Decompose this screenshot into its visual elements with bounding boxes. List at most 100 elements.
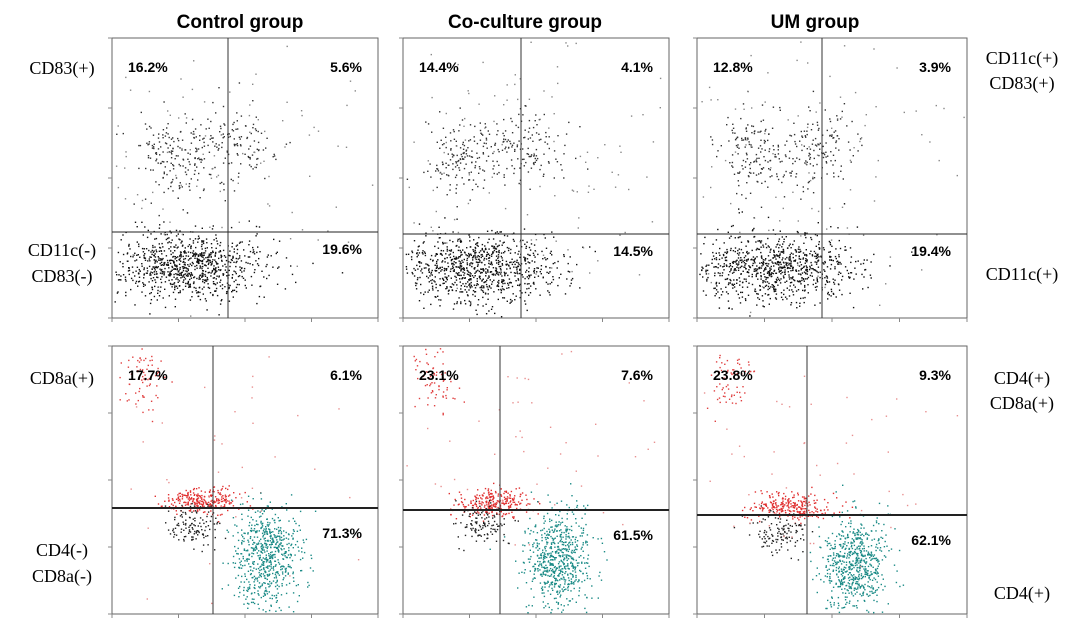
event-dot	[269, 522, 270, 523]
event-dot	[784, 174, 785, 175]
event-dot	[631, 115, 632, 116]
event-dot	[458, 266, 459, 267]
event-dot	[460, 159, 461, 160]
event-dot	[151, 401, 152, 402]
event-dot	[171, 139, 172, 140]
event-dot	[261, 498, 262, 499]
event-dot	[719, 283, 720, 284]
event-dot	[258, 555, 259, 556]
event-dot	[776, 279, 777, 280]
event-dot	[756, 276, 757, 277]
event-dot	[137, 226, 138, 227]
event-dot	[441, 250, 442, 251]
event-dot	[237, 284, 238, 285]
event-dot	[252, 577, 253, 578]
event-dot	[150, 158, 151, 159]
event-dot	[463, 142, 464, 143]
event-dot	[191, 132, 192, 133]
event-dot	[476, 285, 477, 286]
event-dot	[718, 252, 719, 253]
event-dot	[799, 256, 800, 257]
event-dot	[835, 160, 836, 161]
event-dot	[194, 174, 195, 175]
event-dot	[203, 167, 204, 168]
event-dot	[779, 107, 780, 108]
event-dot	[461, 156, 462, 157]
event-dot	[184, 536, 185, 537]
event-dot	[767, 72, 768, 73]
event-dot	[825, 142, 826, 143]
event-dot	[275, 537, 276, 538]
event-dot	[177, 274, 178, 275]
event-dot	[830, 295, 831, 296]
event-dot	[733, 128, 734, 129]
event-dot	[139, 388, 140, 389]
event-dot	[303, 539, 304, 540]
event-dot	[212, 259, 213, 260]
event-dot	[434, 246, 435, 247]
event-dot	[446, 113, 447, 114]
event-dot	[266, 559, 267, 560]
event-dot	[175, 269, 176, 270]
event-dot	[773, 273, 774, 274]
event-dot	[443, 243, 444, 244]
event-dot	[440, 178, 441, 179]
event-dot	[239, 558, 240, 559]
event-dot	[182, 496, 183, 497]
event-dot	[497, 173, 498, 174]
event-dot	[192, 291, 193, 292]
event-dot	[265, 601, 266, 602]
event-dot	[166, 174, 167, 175]
event-dot	[266, 528, 267, 529]
event-dot	[435, 270, 436, 271]
event-dot	[728, 274, 729, 275]
event-dot	[231, 500, 232, 501]
event-dot	[183, 502, 184, 503]
event-dot	[212, 270, 213, 271]
event-dot	[259, 587, 260, 588]
event-dot	[516, 267, 517, 268]
event-dot	[307, 582, 308, 583]
event-dot	[504, 184, 505, 185]
event-dot	[188, 533, 189, 534]
event-dot	[546, 272, 547, 273]
event-dot	[249, 586, 250, 587]
event-dot	[529, 99, 530, 100]
event-dot	[274, 561, 275, 562]
event-dot	[842, 111, 843, 112]
event-dot	[546, 248, 547, 249]
event-dot	[265, 578, 266, 579]
event-dot	[171, 381, 172, 382]
event-dot	[181, 505, 182, 506]
event-dot	[202, 501, 203, 502]
event-dot	[210, 272, 211, 273]
event-dot	[197, 534, 198, 535]
event-dot	[515, 273, 516, 274]
event-dot	[486, 254, 487, 255]
event-dot	[478, 173, 479, 174]
event-dot	[258, 550, 259, 551]
event-dot	[444, 152, 445, 153]
event-dot	[754, 290, 755, 291]
event-dot	[207, 279, 208, 280]
event-dot	[209, 227, 210, 228]
event-dot	[220, 242, 221, 243]
event-dot	[867, 287, 868, 288]
event-dot	[819, 247, 820, 248]
event-dot	[222, 486, 223, 487]
event-dot	[746, 153, 747, 154]
event-dot	[778, 264, 779, 265]
event-dot	[817, 276, 818, 277]
event-dot	[270, 560, 271, 561]
event-dot	[488, 277, 489, 278]
event-dot	[436, 268, 437, 269]
event-dot	[475, 257, 476, 258]
event-dot	[534, 270, 535, 271]
event-dot	[432, 230, 433, 231]
event-dot	[264, 549, 265, 550]
event-dot	[485, 123, 486, 124]
event-dot	[194, 266, 195, 267]
event-dot	[279, 539, 280, 540]
event-dot	[252, 252, 253, 253]
event-dot	[755, 289, 756, 290]
